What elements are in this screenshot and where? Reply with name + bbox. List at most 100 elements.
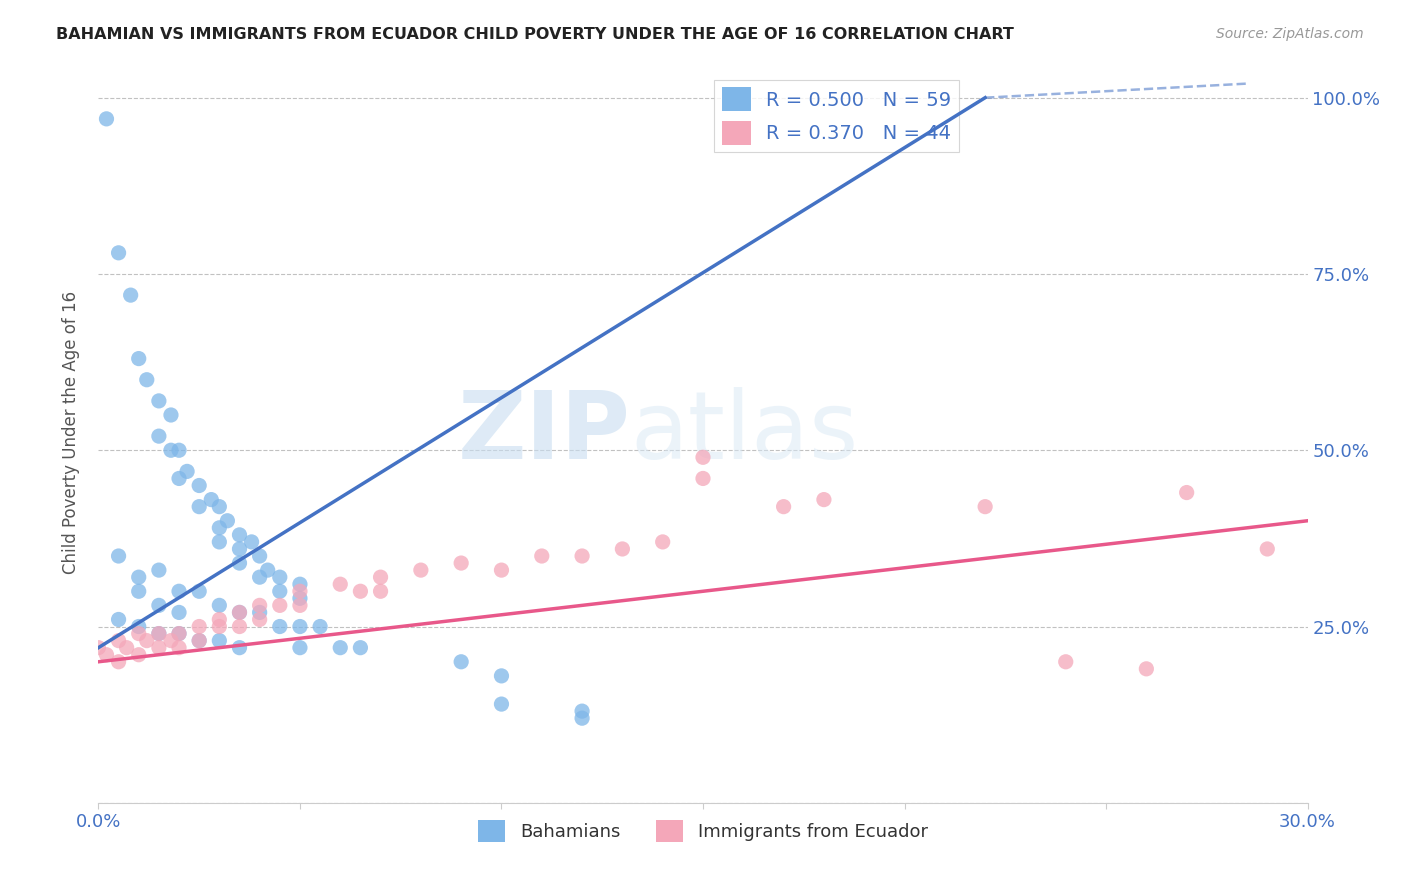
Point	[530, 549, 553, 563]
Point	[249, 549, 271, 563]
Point	[228, 640, 250, 655]
Text: BAHAMIAN VS IMMIGRANTS FROM ECUADOR CHILD POVERTY UNDER THE AGE OF 16 CORRELATIO: BAHAMIAN VS IMMIGRANTS FROM ECUADOR CHIL…	[56, 27, 1014, 42]
Point	[269, 599, 291, 613]
Point	[217, 514, 239, 528]
Point	[148, 599, 170, 613]
Point	[571, 549, 593, 563]
Point	[148, 429, 170, 443]
Point	[148, 626, 170, 640]
Point	[1054, 655, 1077, 669]
Point	[135, 633, 157, 648]
Point	[160, 408, 183, 422]
Point	[208, 521, 231, 535]
Point	[128, 584, 150, 599]
Point	[228, 606, 250, 620]
Point	[288, 584, 311, 599]
Point	[167, 626, 190, 640]
Point	[107, 633, 129, 648]
Point	[208, 500, 231, 514]
Point	[148, 640, 170, 655]
Point	[160, 443, 183, 458]
Text: Source: ZipAtlas.com: Source: ZipAtlas.com	[1216, 27, 1364, 41]
Point	[115, 640, 138, 655]
Point	[249, 612, 271, 626]
Point	[176, 464, 198, 478]
Point	[128, 648, 150, 662]
Point	[208, 612, 231, 626]
Point	[128, 626, 150, 640]
Point	[288, 577, 311, 591]
Point	[167, 626, 190, 640]
Point	[571, 711, 593, 725]
Point	[409, 563, 432, 577]
Point	[167, 640, 190, 655]
Point	[288, 591, 311, 606]
Point	[96, 648, 118, 662]
Point	[309, 619, 332, 633]
Point	[1135, 662, 1157, 676]
Point	[288, 599, 311, 613]
Point	[228, 606, 250, 620]
Point	[692, 471, 714, 485]
Point	[256, 563, 278, 577]
Point	[1256, 541, 1278, 556]
Point	[450, 655, 472, 669]
Point	[87, 640, 110, 655]
Point	[651, 535, 673, 549]
Point	[228, 541, 250, 556]
Point	[813, 492, 835, 507]
Point	[612, 541, 634, 556]
Point	[135, 373, 157, 387]
Point	[974, 500, 997, 514]
Point	[148, 393, 170, 408]
Point	[188, 619, 211, 633]
Point	[692, 450, 714, 465]
Point	[269, 570, 291, 584]
Point	[167, 471, 190, 485]
Point	[167, 443, 190, 458]
Text: ZIP: ZIP	[457, 386, 630, 479]
Point	[200, 492, 222, 507]
Point	[188, 584, 211, 599]
Point	[148, 563, 170, 577]
Point	[160, 633, 183, 648]
Point	[96, 112, 118, 126]
Point	[450, 556, 472, 570]
Point	[228, 619, 250, 633]
Point	[329, 640, 352, 655]
Point	[208, 633, 231, 648]
Point	[370, 584, 392, 599]
Point	[491, 697, 513, 711]
Point	[107, 655, 129, 669]
Point	[167, 584, 190, 599]
Y-axis label: Child Poverty Under the Age of 16: Child Poverty Under the Age of 16	[62, 291, 80, 574]
Point	[107, 612, 129, 626]
Point	[240, 535, 263, 549]
Point	[107, 245, 129, 260]
Point	[329, 577, 352, 591]
Point	[349, 640, 371, 655]
Point	[188, 633, 211, 648]
Point	[249, 606, 271, 620]
Point	[249, 570, 271, 584]
Point	[128, 351, 150, 366]
Point	[491, 669, 513, 683]
Point	[208, 619, 231, 633]
Point	[120, 288, 142, 302]
Point	[571, 704, 593, 718]
Point	[167, 606, 190, 620]
Point	[208, 599, 231, 613]
Point	[228, 528, 250, 542]
Point	[1175, 485, 1198, 500]
Point	[208, 535, 231, 549]
Point	[370, 570, 392, 584]
Point	[349, 584, 371, 599]
Point	[491, 563, 513, 577]
Point	[107, 549, 129, 563]
Point	[249, 599, 271, 613]
Point	[188, 500, 211, 514]
Legend: Bahamians, Immigrants from Ecuador: Bahamians, Immigrants from Ecuador	[471, 813, 935, 849]
Point	[188, 633, 211, 648]
Point	[772, 500, 794, 514]
Point	[269, 619, 291, 633]
